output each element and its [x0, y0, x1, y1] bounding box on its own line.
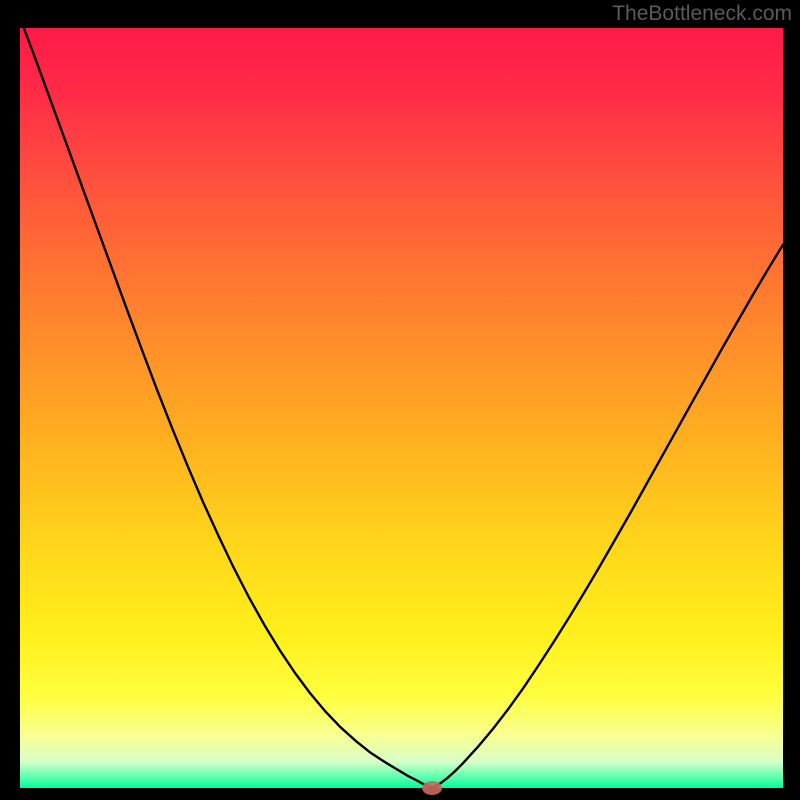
plot-background — [20, 28, 783, 788]
bottleneck-chart — [0, 0, 800, 800]
optimum-marker — [422, 781, 442, 795]
chart-container: TheBottleneck.com — [0, 0, 800, 800]
watermark-text: TheBottleneck.com — [612, 2, 792, 26]
